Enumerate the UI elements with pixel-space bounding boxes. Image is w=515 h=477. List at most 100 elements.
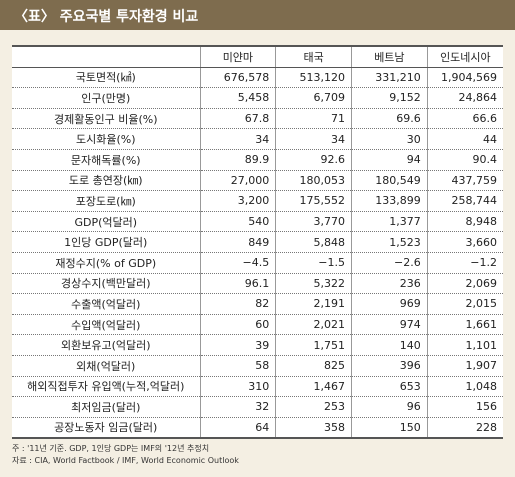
cell: 540 — [199, 211, 276, 233]
cell: 1,904,569 — [426, 67, 503, 89]
cell: 180,053 — [275, 170, 352, 192]
row-label: GDP(억달러) — [12, 211, 200, 233]
table-row: 1인당 GDP(달러) 849 5,848 1,523 3,660 — [12, 231, 503, 253]
cell: 1,523 — [351, 231, 428, 253]
cell: 2,021 — [275, 314, 352, 336]
row-label: 수입액(억달러) — [12, 314, 200, 336]
cell: 969 — [351, 293, 428, 315]
cell: 32 — [199, 396, 276, 418]
table-row: 도시화율(%) 34 34 30 44 — [12, 128, 503, 150]
cell: 1,467 — [275, 376, 352, 398]
cell: 92.6 — [275, 149, 352, 171]
header-row: 미얀마 태국 베트남 인도네시아 — [12, 47, 503, 68]
cell: 849 — [199, 231, 276, 253]
cell: 513,120 — [275, 67, 352, 89]
table-row: 경제활동인구 비율(%) 67.8 71 69.6 66.6 — [12, 108, 503, 130]
title: 〈표〉 주요국별 투자환경 비교 — [14, 9, 199, 25]
cell: 71 — [275, 108, 352, 130]
cell: 24,864 — [426, 87, 503, 109]
cell: 653 — [351, 376, 428, 398]
row-label: 도로 총연장(㎞) — [12, 170, 200, 192]
table-row: 외채(억달러) 58 825 396 1,907 — [12, 355, 503, 377]
row-label: 최저임금(달러) — [12, 396, 200, 418]
cell: 2,015 — [426, 293, 503, 315]
row-label: 문자해독률(%) — [12, 149, 200, 171]
table-row: 국토면적(㎢) 676,578 513,120 331,210 1,904,569 — [12, 67, 503, 89]
column-header: 태국 — [275, 47, 352, 68]
cell: 2,069 — [426, 273, 503, 295]
row-label: 도시화율(%) — [12, 128, 200, 150]
note: 주 : '11년 기준. GDP, 1인당 GDP는 IMF의 '12년 추정치 — [12, 444, 210, 453]
table-row: 수출액(억달러) 82 2,191 969 2,015 — [12, 293, 503, 315]
row-label: 포장도로(㎞) — [12, 190, 200, 212]
cell: 90.4 — [426, 149, 503, 171]
table: 미얀마 태국 베트남 인도네시아 국토면적(㎢) 676,578 513,120 331,2… — [12, 47, 503, 438]
table-row: 문자해독률(%) 89.9 92.6 94 90.4 — [12, 149, 503, 171]
cell: 175,552 — [275, 190, 352, 212]
row-label: 외채(억달러) — [12, 355, 200, 377]
table-row: 외환보유고(억달러) 39 1,751 140 1,101 — [12, 334, 503, 356]
row-label: 공장노동자 임금(달러) — [54, 421, 158, 435]
table-box: 미얀마 태국 베트남 인도네시아 국토면적(㎢) 676,578 513,120 331,2… — [12, 45, 503, 440]
table-row: 경상수지(백만달러) 96.1 5,322 236 2,069 — [12, 273, 503, 295]
cell: 1,101 — [426, 334, 503, 356]
cell: 150 — [351, 417, 428, 438]
title-bar: 〈표〉 주요국별 투자환경 비교 — [0, 0, 515, 30]
note: 자료 : CIA, World Factbook / IMF, World Ec… — [12, 456, 239, 465]
cell: −1.2 — [426, 252, 503, 274]
cell: 5,458 — [199, 87, 276, 109]
row-label: 인구(만명) — [12, 87, 200, 109]
cell: 396 — [351, 355, 428, 377]
cell: 1,661 — [426, 314, 503, 336]
cell: −1.5 — [275, 252, 352, 274]
cell: 5,848 — [275, 231, 352, 253]
cell: 1,751 — [275, 334, 352, 356]
cell: 94 — [351, 149, 428, 171]
cell: 60 — [199, 314, 276, 336]
cell: 5,322 — [275, 273, 352, 295]
cell: 89.9 — [199, 149, 276, 171]
cell: 27,000 — [199, 170, 276, 192]
cell: 82 — [199, 293, 276, 315]
cell: 96.1 — [199, 273, 276, 295]
table-row: 공장노동자 임금(달러) 64 358 150 228 — [12, 417, 503, 438]
cell: −2.6 — [351, 252, 428, 274]
cell: 39 — [199, 334, 276, 356]
notes: 주 : '11년 기준. GDP, 1인당 GDP는 IMF의 '12년 추정치… — [12, 443, 239, 467]
cell: 358 — [275, 417, 352, 438]
row-label: 경제활동인구 비율(%) — [12, 108, 200, 130]
cell: 69.6 — [351, 108, 428, 130]
table-row: 해외직접투자 유입액(누적,억달러) 310 1,467 653 1,048 — [12, 376, 503, 398]
cell: 44 — [426, 128, 503, 150]
cell: 156 — [426, 396, 503, 418]
cell: 58 — [199, 355, 276, 377]
corner-cell — [12, 47, 200, 68]
column-header: 미얀마 — [199, 47, 276, 68]
cell: 66.6 — [426, 108, 503, 130]
cell: 1,048 — [426, 376, 503, 398]
column-header: 인도네시아 — [426, 47, 503, 68]
cell: 258,744 — [426, 190, 503, 212]
cell: 64 — [199, 417, 276, 438]
table-row: 포장도로(㎞) 3,200 175,552 133,899 258,744 — [12, 190, 503, 212]
cell: 6,709 — [275, 87, 352, 109]
cell: −4.5 — [199, 252, 276, 274]
row-label: 외환보유고(억달러) — [12, 334, 200, 356]
cell: 1,907 — [426, 355, 503, 377]
cell: 1,377 — [351, 211, 428, 233]
cell: 140 — [351, 334, 428, 356]
table-row: 도로 총연장(㎞) 27,000 180,053 180,549 437,759 — [12, 170, 503, 192]
cell: 253 — [275, 396, 352, 418]
cell: 974 — [351, 314, 428, 336]
cell: 437,759 — [426, 170, 503, 192]
cell: 310 — [199, 376, 276, 398]
row-label: 국토면적(㎢) — [12, 67, 200, 89]
table-row: 수입액(억달러) 60 2,021 974 1,661 — [12, 314, 503, 336]
table-row: 최저임금(달러) 32 253 96 156 — [12, 396, 503, 418]
cell: 2,191 — [275, 293, 352, 315]
row-label: 해외직접투자 유입액(누적,억달러) — [12, 376, 200, 398]
cell: 9,152 — [351, 87, 428, 109]
cell: 3,660 — [426, 231, 503, 253]
cell: 331,210 — [351, 67, 428, 89]
